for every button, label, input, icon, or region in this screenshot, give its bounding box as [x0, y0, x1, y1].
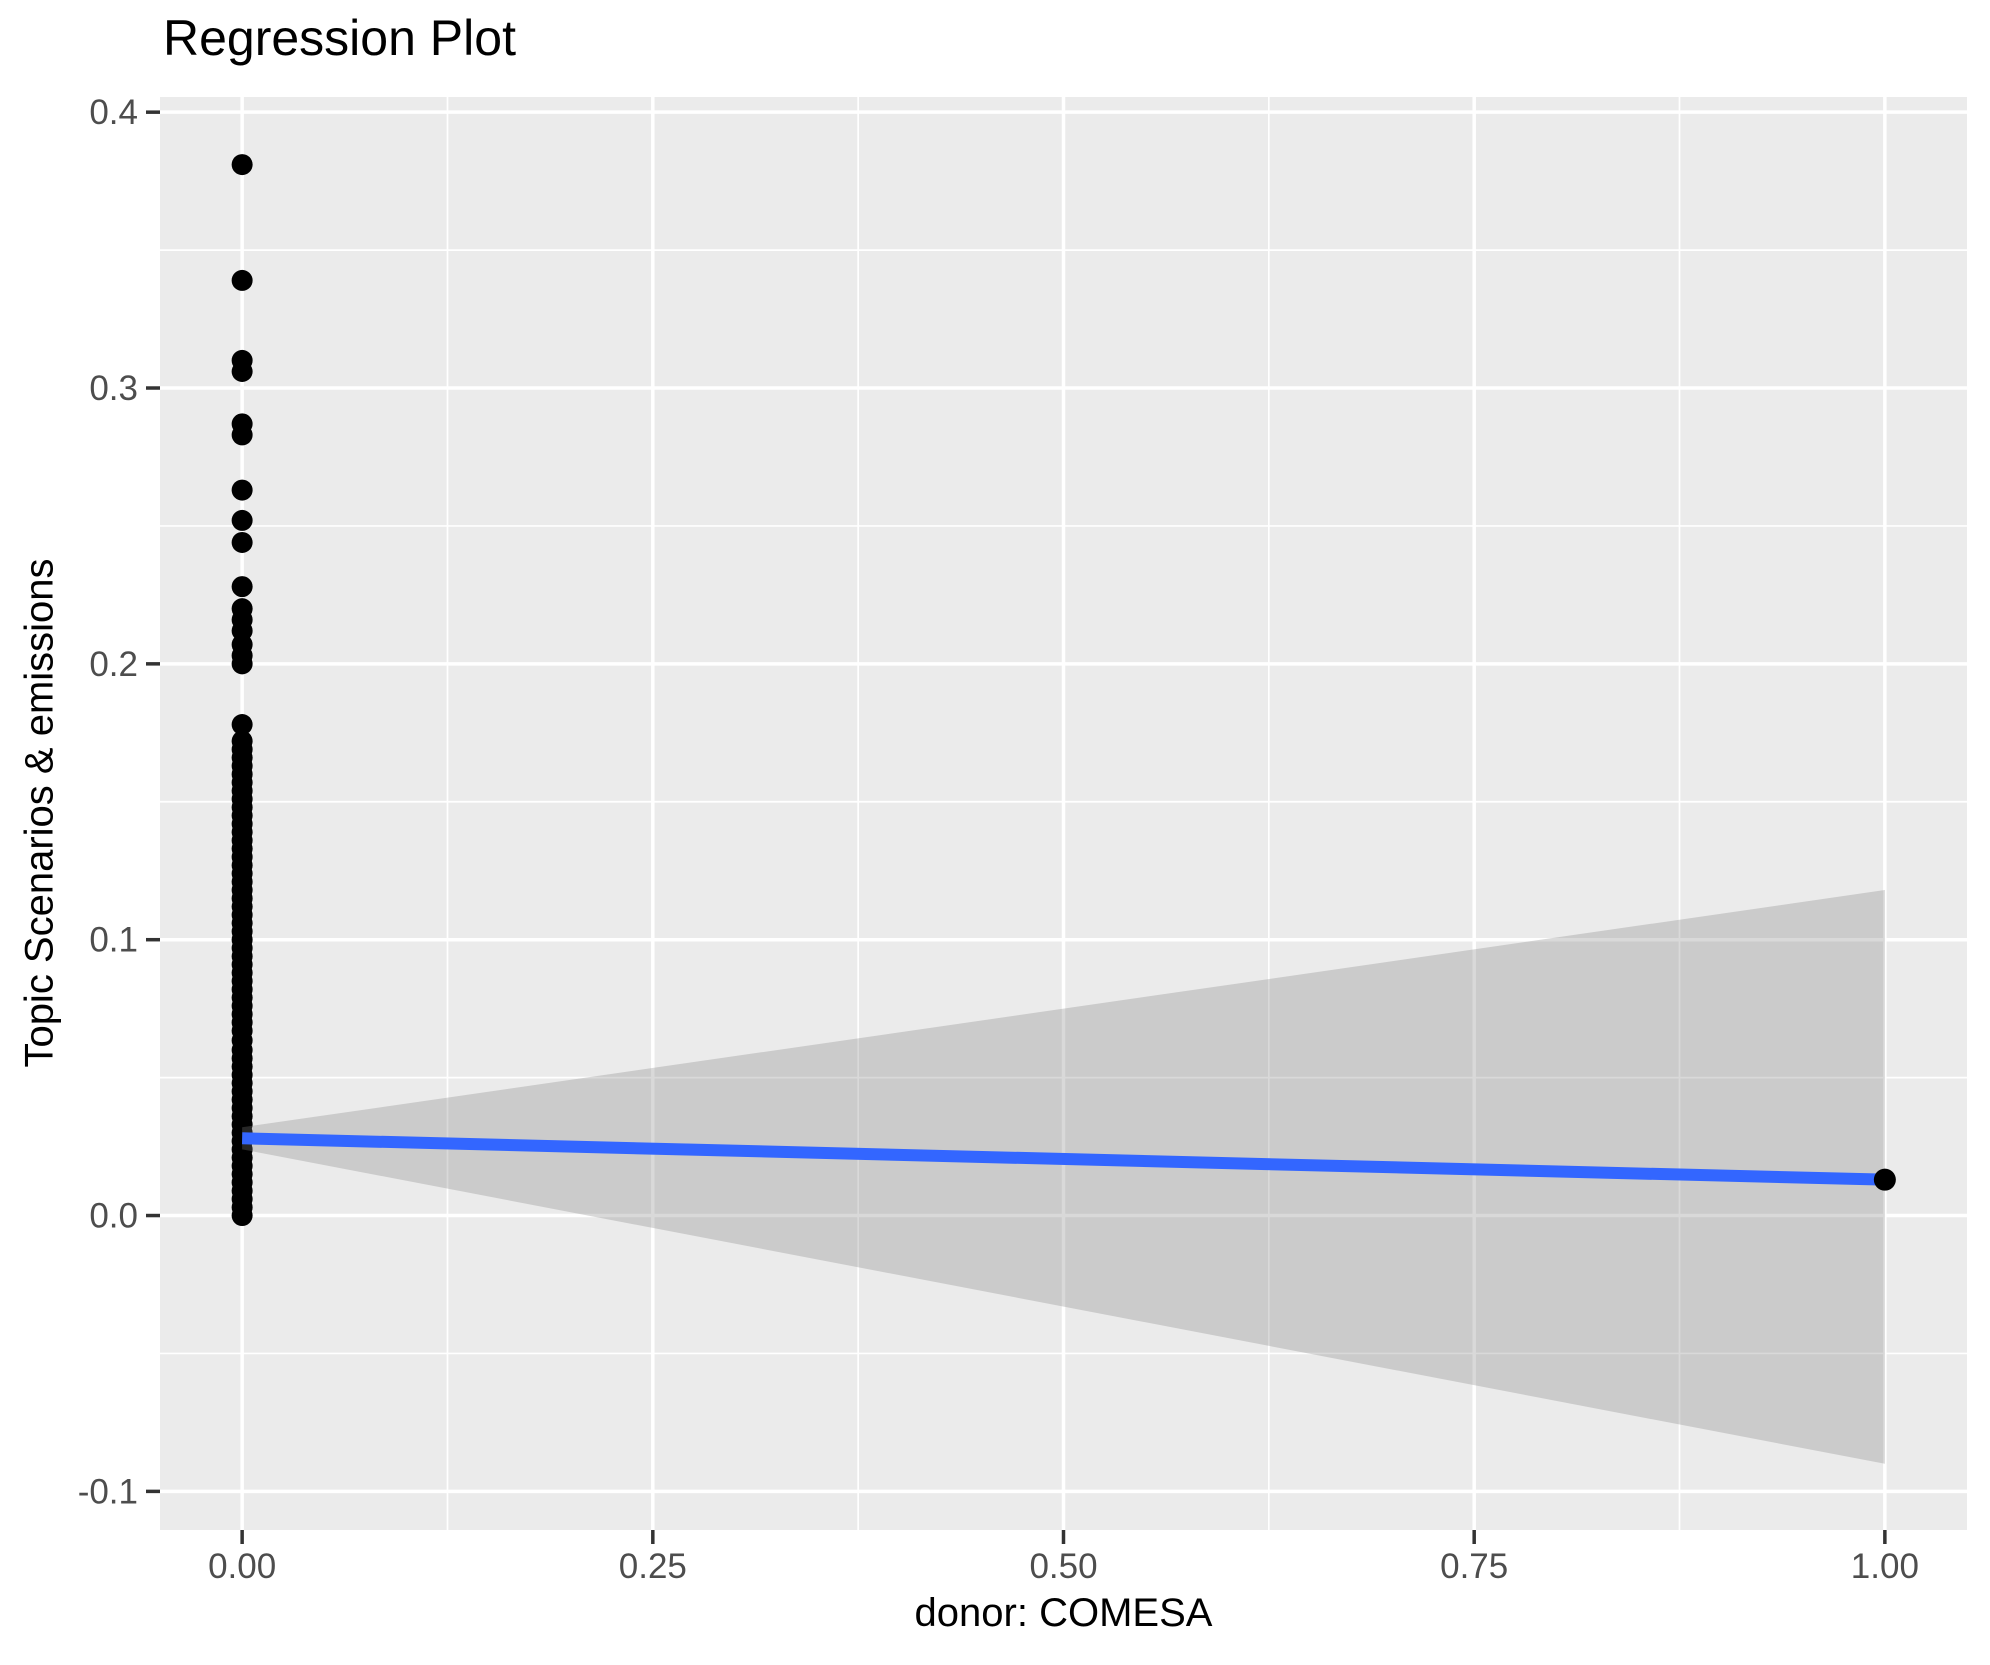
data-point: [231, 479, 253, 501]
x-tick-label: 0.50: [1029, 1547, 1097, 1586]
data-point: [231, 269, 253, 291]
data-point: [231, 531, 253, 553]
y-tick-label: 0.2: [89, 645, 138, 684]
y-tick-label: 0.3: [89, 369, 138, 408]
data-point: [231, 360, 253, 382]
data-point-x1: [1873, 1168, 1896, 1191]
confidence-band: [242, 890, 1885, 1464]
data-point: [231, 154, 253, 176]
regression-line: [241, 1132, 1886, 1186]
data-point: [231, 424, 253, 446]
data-point: [231, 714, 253, 736]
x-tick-label: 0.00: [208, 1547, 276, 1586]
data-point: [231, 653, 253, 675]
y-tick-label: 0.4: [89, 93, 138, 132]
x-tick-label: 1.00: [1851, 1547, 1919, 1586]
data-point: [231, 1205, 253, 1227]
data-point: [231, 576, 253, 598]
y-tick-label: 0.1: [89, 921, 138, 960]
y-tick-label: 0.0: [89, 1197, 138, 1236]
data-point: [231, 509, 253, 531]
y-tick-label: -0.1: [78, 1472, 138, 1511]
x-tick-label: 0.25: [619, 1547, 687, 1586]
chart-title: Regression Plot: [163, 10, 516, 66]
x-axis-title: donor: COMESA: [914, 1591, 1213, 1635]
x-tick-label: 0.75: [1440, 1547, 1508, 1586]
